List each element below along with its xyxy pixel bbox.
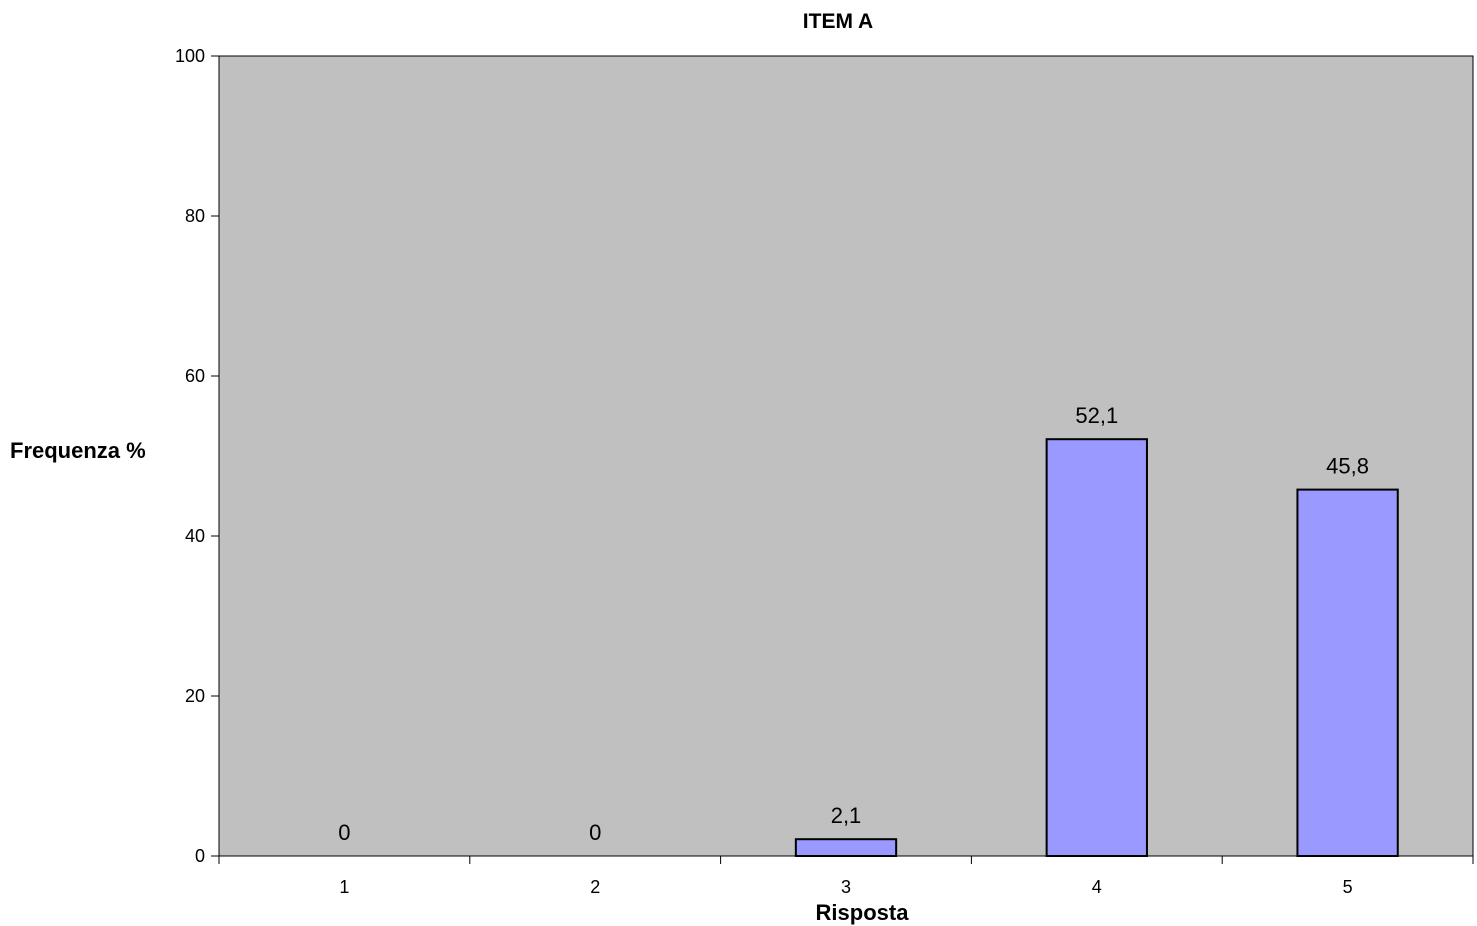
x-tick-label: 3 [841, 877, 851, 897]
x-tick-label: 4 [1092, 877, 1102, 897]
x-tick-label: 1 [339, 877, 349, 897]
bar [794, 838, 898, 858]
x-axis: 1 2 3 4 5 [218, 855, 1474, 897]
x-axis-title: Risposta [816, 900, 910, 925]
data-label: 0 [589, 820, 601, 845]
bars [794, 438, 1399, 858]
data-labels: 0 0 2,1 52,1 45,8 [338, 403, 1369, 845]
y-axis-title: Frequenza % [10, 438, 146, 463]
y-tick-label: 20 [185, 686, 205, 706]
plot-area [218, 55, 1474, 857]
x-tick-label: 2 [590, 877, 600, 897]
y-tick-label: 40 [185, 526, 205, 546]
data-label: 45,8 [1326, 454, 1369, 479]
data-label: 0 [338, 820, 350, 845]
chart-title: ITEM A [803, 10, 873, 33]
y-tick-label: 80 [185, 206, 205, 226]
y-tick-label: 60 [185, 366, 205, 386]
bar [1296, 488, 1399, 857]
x-tick-label: 5 [1343, 877, 1353, 897]
y-axis: 0 20 40 60 80 100 [175, 46, 220, 866]
y-tick-label: 0 [195, 846, 205, 866]
bar [1045, 438, 1148, 857]
data-label: 2,1 [831, 803, 862, 828]
y-tick-label: 100 [175, 46, 205, 66]
data-label: 52,1 [1075, 403, 1118, 428]
